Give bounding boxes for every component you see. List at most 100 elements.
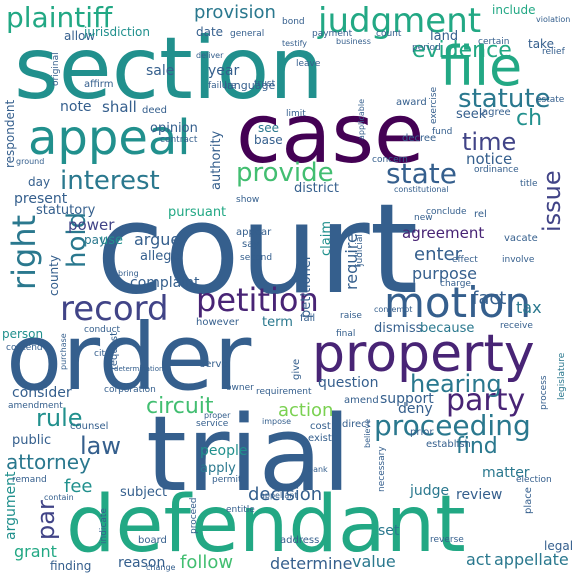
word-notice: notice <box>466 150 513 168</box>
word-involve: involve <box>502 255 535 265</box>
word-owner: owner <box>226 383 254 393</box>
word-legislature: legislature <box>557 352 567 400</box>
word-bring: bring <box>118 269 139 278</box>
word-change: change <box>146 563 176 572</box>
word-finding: finding <box>50 559 92 573</box>
word-deliver: deliver <box>196 51 224 60</box>
word-deny: deny <box>398 401 433 417</box>
word-dismiss: dismiss <box>374 321 423 336</box>
word-fact: fact <box>472 288 507 309</box>
word-follow: follow <box>180 552 234 573</box>
word-appeal: appeal <box>28 110 191 166</box>
word-decree: decree <box>402 133 437 144</box>
word-constitutional: constitutional <box>394 185 449 194</box>
word-hearing: hearing <box>410 370 502 398</box>
word-concern: concern <box>372 155 408 165</box>
word-cost: cost <box>310 421 331 432</box>
word-general: general <box>230 29 265 39</box>
word-order: order <box>6 304 252 411</box>
word-note: note <box>60 99 92 115</box>
word-requirement: requirement <box>256 387 312 397</box>
word-court: court <box>96 178 419 322</box>
word-par: par <box>32 500 60 540</box>
word-bond: bond <box>282 17 305 27</box>
word-appellant: appellant <box>260 491 298 500</box>
word-prior: prior <box>410 427 434 438</box>
word-petitioner: petitioner <box>299 254 314 318</box>
word-fund: fund <box>432 127 453 137</box>
word-applicable: applicable <box>357 98 366 140</box>
word-petition: petition <box>196 281 319 319</box>
word-exercise: exercise <box>429 86 439 124</box>
word-contend: contend <box>6 343 43 353</box>
word-subject: subject <box>120 485 168 500</box>
word-allow: allow <box>64 29 96 43</box>
word-contract: contract <box>160 135 198 145</box>
word-process: process <box>539 375 549 410</box>
word-people: people <box>200 443 248 459</box>
word-original: original <box>51 52 61 86</box>
word-legal: legal <box>544 539 574 553</box>
word-final: final <box>336 329 356 339</box>
word-see: see <box>258 121 280 135</box>
word-set: set <box>378 523 400 539</box>
word-right: right <box>5 214 43 290</box>
word-provide: provide <box>236 158 334 188</box>
word-election: election <box>516 475 552 485</box>
word-property: property <box>312 324 535 384</box>
word-award: award <box>396 97 427 108</box>
word-corporation: corporation <box>104 385 156 395</box>
word-amendment: amendment <box>8 401 63 411</box>
word-conclude: conclude <box>426 207 467 217</box>
word-judge: judge <box>410 483 450 499</box>
word-respondent: respondent <box>3 99 17 168</box>
word-complaint: complaint <box>130 275 200 291</box>
word-attorney: attorney <box>6 450 91 474</box>
word-agree: agree <box>482 107 511 118</box>
word-rule: rule <box>36 404 83 432</box>
word-county: county <box>47 255 61 296</box>
word-support: support <box>380 391 434 407</box>
word-leave: leave <box>296 59 321 69</box>
word-term: term <box>262 315 293 330</box>
word-sale: sale <box>146 63 175 79</box>
word-use: use <box>100 233 124 248</box>
word-necessary: necessary <box>377 446 387 492</box>
word-public: public <box>12 433 52 448</box>
word-proper: proper <box>204 411 231 420</box>
word-effect: effect <box>452 255 478 265</box>
word-title: title <box>520 179 538 189</box>
word-claim: claim <box>319 220 334 256</box>
word-evidence: evidence <box>412 38 512 63</box>
word-seek: seek <box>456 107 487 122</box>
word-show: show <box>236 195 260 205</box>
word-tax: tax <box>516 298 542 317</box>
word-party: party <box>446 383 526 418</box>
word-vacate: vacate <box>504 233 538 244</box>
word-pay: pay <box>84 233 107 247</box>
word-include: include <box>492 3 536 17</box>
word-deed: deed <box>142 105 167 116</box>
word-district: district <box>294 181 339 196</box>
word-decision: decision <box>248 484 323 505</box>
word-new: new <box>414 213 433 223</box>
word-however: however <box>196 317 239 328</box>
word-day: day <box>28 175 51 189</box>
word-agreement: agreement <box>402 224 485 242</box>
word-amend: amend <box>344 395 379 406</box>
word-act: act <box>466 550 491 569</box>
word-time: time <box>462 128 517 156</box>
word-opinion: opinion <box>150 121 198 136</box>
word-serve: serve <box>200 359 228 370</box>
word-section: section <box>14 19 324 119</box>
word-certain: certain <box>478 37 510 47</box>
word-base: base <box>254 133 283 147</box>
word-case: case <box>236 87 425 182</box>
word-ch: ch <box>516 106 543 131</box>
word-indicate: indicate <box>99 508 109 544</box>
word-receive: receive <box>500 321 533 331</box>
word-apply: apply <box>200 461 236 476</box>
word-find: find <box>456 434 498 459</box>
word-question: question <box>318 375 379 391</box>
